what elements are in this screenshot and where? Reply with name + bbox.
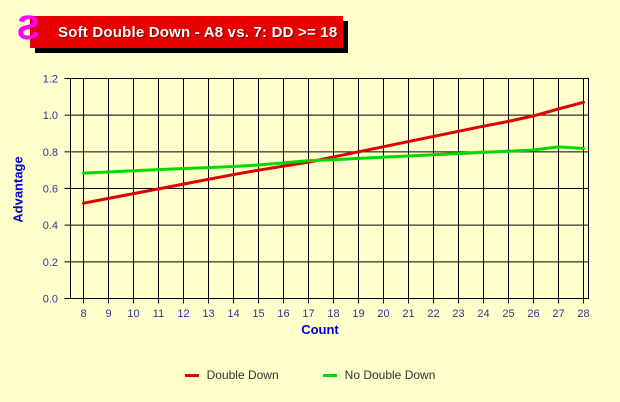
banner: Soft Double Down - A8 vs. 7: DD >= 18 (30, 16, 343, 48)
x-tick-label: 14 (227, 308, 239, 320)
legend: Double Down No Double Down (0, 368, 620, 382)
x-tick-label: 28 (577, 308, 589, 320)
x-tick-label: 16 (277, 308, 289, 320)
x-axis-title: Count (301, 322, 339, 337)
legend-label-no-double-down: No Double Down (344, 368, 436, 382)
y-tick-label: 0.4 (43, 220, 58, 232)
x-tick-label: 19 (352, 308, 364, 320)
x-tick-label: 11 (153, 308, 164, 320)
y-tick-label: 1.0 (43, 110, 58, 122)
legend-swatch-no-double-down (322, 373, 337, 377)
x-tick-label: 18 (327, 308, 339, 320)
x-tick-label: 26 (527, 308, 539, 320)
legend-swatch-double-down (184, 373, 199, 377)
title-badge-icon: Ƨ (17, 9, 40, 47)
y-tick-label: 0.2 (43, 257, 58, 269)
x-tick-label: 27 (552, 308, 564, 320)
y-tick-label: 0.6 (43, 184, 58, 196)
y-tick-label: 0.0 (43, 294, 58, 306)
legend-label-double-down: Double Down (206, 368, 279, 382)
y-tick-label: 0.8 (43, 147, 58, 159)
legend-item-double-down: Double Down (184, 368, 279, 382)
x-tick-label: 25 (502, 308, 514, 320)
x-tick-label: 10 (127, 308, 139, 320)
series-line-0 (82, 100, 585, 205)
x-tick-label: 13 (202, 308, 214, 320)
chart-title: Soft Double Down - A8 vs. 7: DD >= 18 (58, 23, 338, 41)
x-tick-label: 24 (477, 308, 489, 320)
y-axis-title: Advantage (10, 156, 26, 223)
x-tick-label: 23 (452, 308, 464, 320)
x-tick-label: 21 (402, 308, 414, 320)
x-tick-label: 9 (105, 308, 111, 320)
x-tick-label: 17 (302, 308, 314, 320)
legend-item-no-double-down: No Double Down (322, 368, 436, 382)
x-tick-label: 8 (80, 308, 86, 320)
x-tick-label: 22 (427, 308, 439, 320)
x-tick-label: 12 (177, 308, 189, 320)
x-tick-label: 20 (377, 308, 389, 320)
x-tick-label: 15 (252, 308, 264, 320)
y-tick-label: 1.2 (43, 74, 58, 86)
series-line-1 (82, 145, 585, 175)
